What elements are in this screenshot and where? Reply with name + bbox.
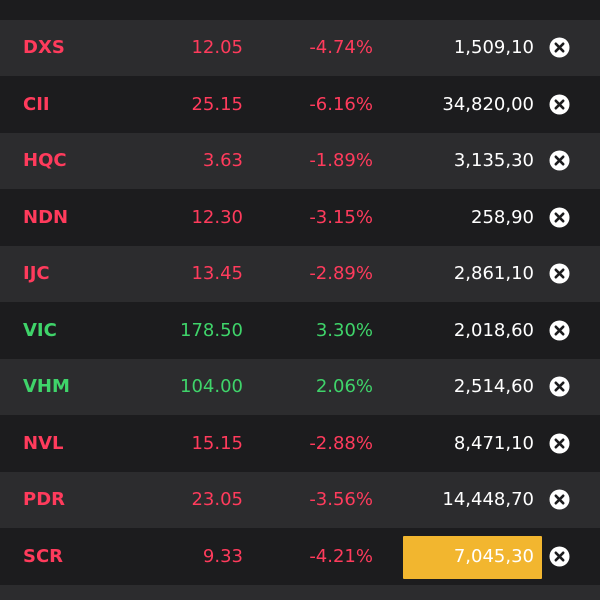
stock-symbol: PDR xyxy=(23,489,65,510)
stock-price: 9.33 xyxy=(202,546,243,567)
volume-highlight xyxy=(403,536,542,579)
stock-symbol: VHM xyxy=(23,376,70,397)
table-row[interactable]: HQC 3.63 -1.89% 3,135,30 xyxy=(0,133,600,189)
stock-price: 12.30 xyxy=(191,207,243,228)
volume-value: 34,820,00 xyxy=(442,94,534,115)
volume-value: 8,471,10 xyxy=(453,433,534,454)
stock-symbol: DXS xyxy=(23,37,65,58)
close-circle-icon[interactable] xyxy=(549,37,570,58)
stock-price: 178.50 xyxy=(180,320,243,341)
close-circle-icon[interactable] xyxy=(549,94,570,115)
table-row[interactable]: DXS 12.05 -4.74% 1,509,10 xyxy=(0,20,600,76)
close-circle-icon[interactable] xyxy=(549,263,570,284)
stock-symbol: IJC xyxy=(23,263,50,284)
percent-change: 3.30% xyxy=(315,320,373,341)
percent-change: -3.56% xyxy=(309,489,373,510)
percent-change: -3.15% xyxy=(309,207,373,228)
stock-price: 25.15 xyxy=(191,94,243,115)
percent-change: -6.16% xyxy=(309,94,373,115)
close-circle-icon[interactable] xyxy=(549,489,570,510)
volume-value: 1,509,10 xyxy=(453,37,534,58)
stock-price: 13.45 xyxy=(191,263,243,284)
volume-value: 14,448,70 xyxy=(442,489,534,510)
volume-value: 3,135,30 xyxy=(453,150,534,171)
volume-value: 2,514,60 xyxy=(453,376,534,397)
table-row-partial-bottom xyxy=(0,585,600,600)
stock-symbol: SCR xyxy=(23,546,64,567)
close-circle-icon[interactable] xyxy=(549,433,570,454)
volume-value: 7,045,30 xyxy=(453,546,534,567)
table-row[interactable]: NDN 12.30 -3.15% 258,90 xyxy=(0,190,600,246)
stock-price: 3.63 xyxy=(202,150,243,171)
stock-symbol: HQC xyxy=(23,150,67,171)
volume-value: 2,861,10 xyxy=(453,263,534,284)
close-circle-icon[interactable] xyxy=(549,150,570,171)
table-row[interactable]: IJC 13.45 -2.89% 2,861,10 xyxy=(0,246,600,302)
percent-change: 2.06% xyxy=(315,376,373,397)
stock-price: 104.00 xyxy=(180,376,243,397)
percent-change: -2.88% xyxy=(309,433,373,454)
table-row[interactable]: SCR 9.33 -4.21% 7,045,30 xyxy=(0,529,600,585)
table-row[interactable]: NVL 15.15 -2.88% 8,471,10 xyxy=(0,416,600,472)
stock-price: 15.15 xyxy=(191,433,243,454)
stock-symbol: VIC xyxy=(23,320,57,341)
stock-symbol: NVL xyxy=(23,433,64,454)
stock-price: 23.05 xyxy=(191,489,243,510)
percent-change: -4.74% xyxy=(309,37,373,58)
close-circle-icon[interactable] xyxy=(549,546,570,567)
stock-symbol: CII xyxy=(23,94,50,115)
table-row[interactable]: CII 25.15 -6.16% 34,820,00 xyxy=(0,77,600,133)
percent-change: -1.89% xyxy=(309,150,373,171)
close-circle-icon[interactable] xyxy=(549,320,570,341)
table-row[interactable]: VIC 178.50 3.30% 2,018,60 xyxy=(0,303,600,359)
close-circle-icon[interactable] xyxy=(549,207,570,228)
table-row-partial: 1,...,.. xyxy=(0,0,600,20)
volume-value: 258,90 xyxy=(471,207,534,228)
percent-change: -4.21% xyxy=(309,546,373,567)
stock-symbol: NDN xyxy=(23,207,69,228)
percent-change: -2.89% xyxy=(309,263,373,284)
volume-value: 2,018,60 xyxy=(453,320,534,341)
close-circle-icon[interactable] xyxy=(549,376,570,397)
table-row[interactable]: PDR 23.05 -3.56% 14,448,70 xyxy=(0,472,600,528)
stock-price: 12.05 xyxy=(191,37,243,58)
volume-value: 1,...,.. xyxy=(482,0,534,20)
table-row[interactable]: VHM 104.00 2.06% 2,514,60 xyxy=(0,359,600,415)
